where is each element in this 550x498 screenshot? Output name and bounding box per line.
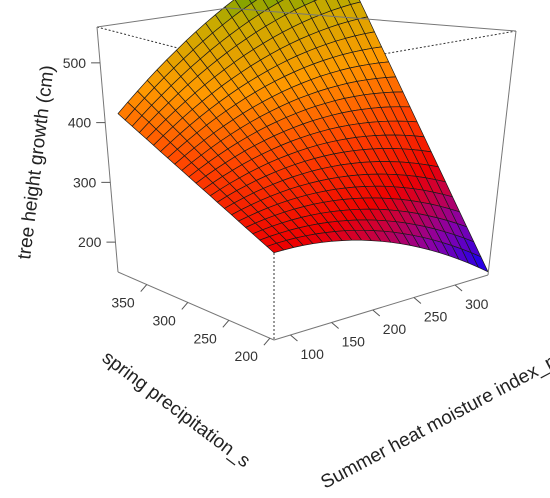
x-tick-mark: [331, 322, 339, 329]
x-tick-label: 100: [301, 346, 325, 362]
x-tick-label: 150: [342, 334, 366, 350]
surface-mesh: [117, 0, 489, 273]
z-tick-label: 300: [73, 174, 97, 190]
box-edge-top-front-right: [227, 7, 517, 32]
box-edge-back-left-bottom: [117, 271, 275, 341]
box-edge-right-vertical: [487, 30, 517, 276]
x-tick-label: 250: [424, 309, 448, 325]
x-axis-title: Summer heat moisture index_p: [317, 351, 550, 493]
box-edge-left-vertical: [96, 26, 119, 273]
y-tick-mark: [263, 337, 271, 346]
z-axis-title: tree height growth (cm): [14, 64, 59, 260]
z-tick-label: 200: [78, 234, 102, 250]
bounding-box-front: [96, 7, 517, 276]
y-tick-label: 300: [152, 312, 176, 328]
y-tick-mark: [140, 284, 148, 292]
y-tick-mark: [222, 319, 230, 328]
y-tick-label: 200: [235, 348, 259, 364]
x-tick-label: 200: [383, 321, 407, 337]
box-edge-top-front-left: [96, 7, 229, 28]
x-tick-mark: [454, 284, 463, 292]
y-axis-title: spring precipitation_s: [98, 347, 254, 472]
x-tick-mark: [413, 297, 422, 304]
z-tick-label: 500: [63, 55, 87, 71]
axes: 200 300 400 500 200 250 300 350 100 150 200 250 300: [63, 55, 489, 364]
z-tick-label: 400: [68, 115, 92, 131]
y-tick-label: 250: [193, 330, 217, 346]
box-edge-back-right-bottom: [273, 274, 489, 341]
y-tick-mark: [181, 302, 189, 310]
x-tick-mark: [372, 309, 381, 317]
y-tick-label: 350: [111, 295, 135, 311]
x-tick-mark: [290, 334, 298, 342]
surface-cell: [266, 242, 285, 254]
x-tick-label: 300: [465, 296, 489, 312]
